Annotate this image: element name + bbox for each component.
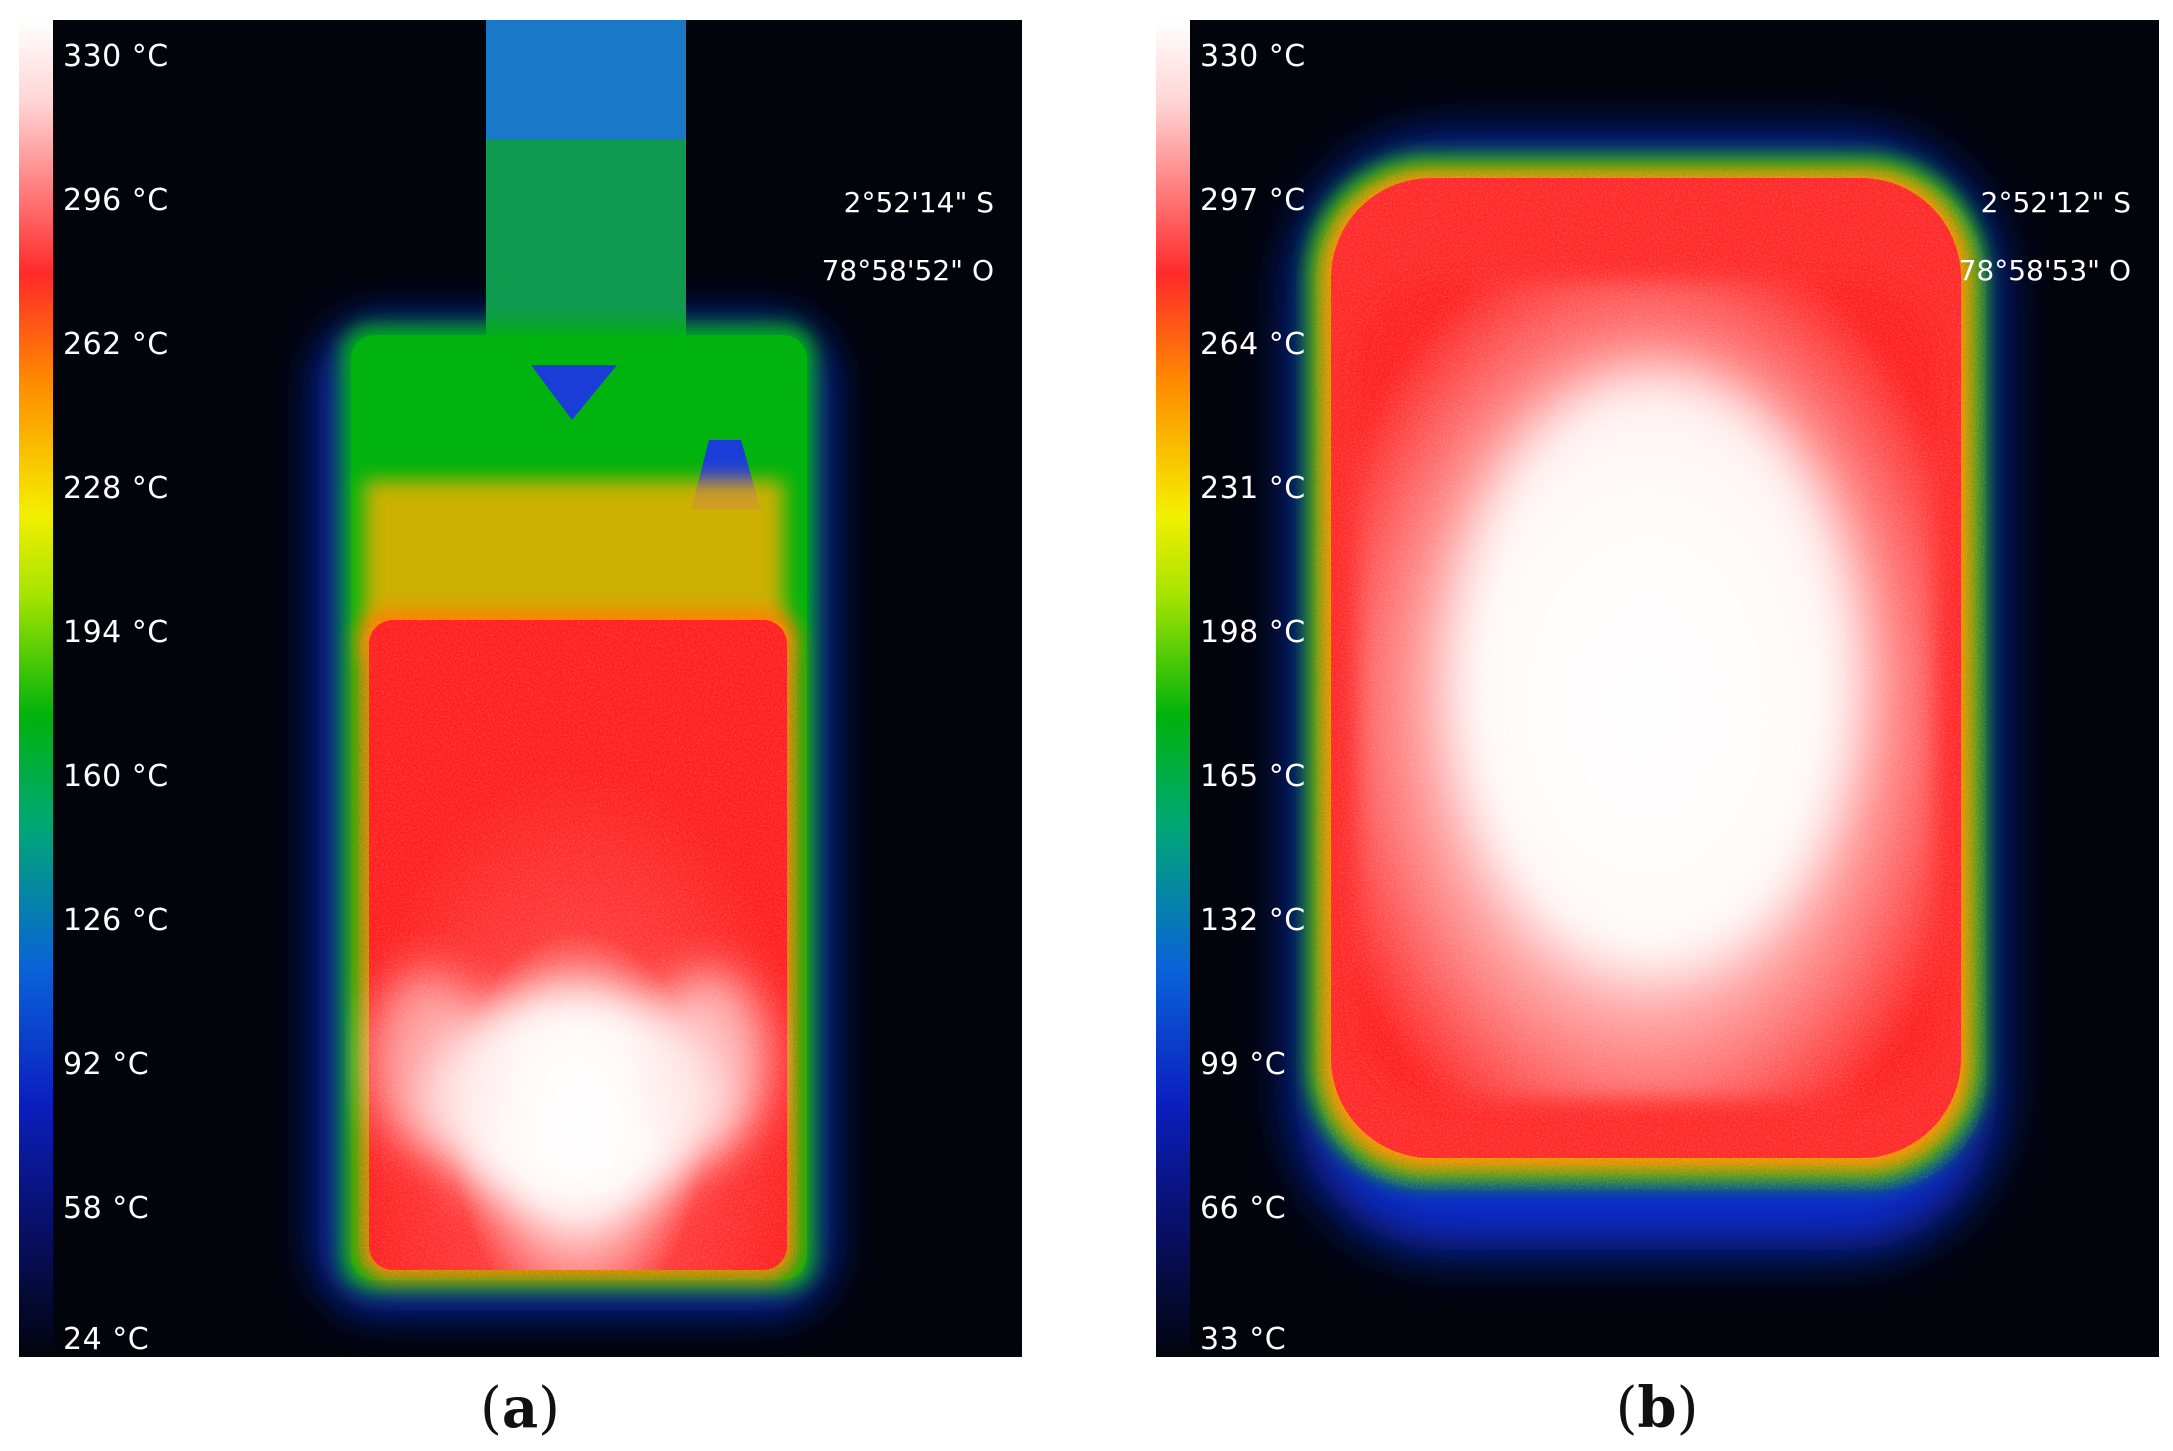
thermal-image-b: 330 °C 297 °C 264 °C 231 °C 198 °C 165 °… bbox=[1156, 20, 2159, 1357]
scale-tick: 160 °C bbox=[63, 759, 169, 794]
scale-tick: 198 °C bbox=[1200, 615, 1306, 650]
scale-tick: 297 °C bbox=[1200, 183, 1306, 218]
gps-coordinates: 2°52'12" S 78°58'53" O bbox=[1731, 152, 2131, 322]
gps-latitude: 2°52'14" S bbox=[843, 186, 994, 219]
caption-letter: b bbox=[1637, 1375, 1677, 1441]
scale-tick: 66 °C bbox=[1200, 1191, 1287, 1226]
scale-tick: 194 °C bbox=[63, 615, 169, 650]
thermal-scene-a bbox=[319, 20, 829, 1310]
gps-longitude: 78°58'53" O bbox=[1958, 254, 2131, 287]
scale-tick: 24 °C bbox=[63, 1322, 150, 1357]
scale-tick: 296 °C bbox=[63, 183, 169, 218]
scale-tick: 330 °C bbox=[1200, 39, 1306, 74]
gps-coordinates: 2°52'14" S 78°58'52" O bbox=[594, 152, 994, 322]
scale-tick: 58 °C bbox=[63, 1191, 150, 1226]
scale-tick: 126 °C bbox=[63, 903, 169, 938]
scale-tick: 99 °C bbox=[1200, 1047, 1287, 1082]
temperature-colorbar bbox=[19, 20, 53, 1357]
scale-tick: 165 °C bbox=[1200, 759, 1306, 794]
scale-tick: 228 °C bbox=[63, 471, 169, 506]
scale-tick: 92 °C bbox=[63, 1047, 150, 1082]
temperature-colorbar bbox=[1156, 20, 1190, 1357]
caption-b: (b) bbox=[1615, 1375, 1699, 1441]
thermal-image-a: 330 °C 296 °C 262 °C 228 °C 194 °C 160 °… bbox=[19, 20, 1022, 1357]
scale-tick: 132 °C bbox=[1200, 903, 1306, 938]
scale-tick: 231 °C bbox=[1200, 471, 1306, 506]
gps-latitude: 2°52'12" S bbox=[1980, 186, 2131, 219]
scale-tick: 330 °C bbox=[63, 39, 169, 74]
scale-tick: 264 °C bbox=[1200, 327, 1306, 362]
scale-tick: 33 °C bbox=[1200, 1322, 1287, 1357]
thermal-scene-b bbox=[1296, 140, 1996, 1250]
caption-letter: a bbox=[501, 1375, 539, 1441]
caption-a: (a) bbox=[479, 1375, 560, 1441]
gps-longitude: 78°58'52" O bbox=[821, 254, 994, 287]
scale-tick: 262 °C bbox=[63, 327, 169, 362]
